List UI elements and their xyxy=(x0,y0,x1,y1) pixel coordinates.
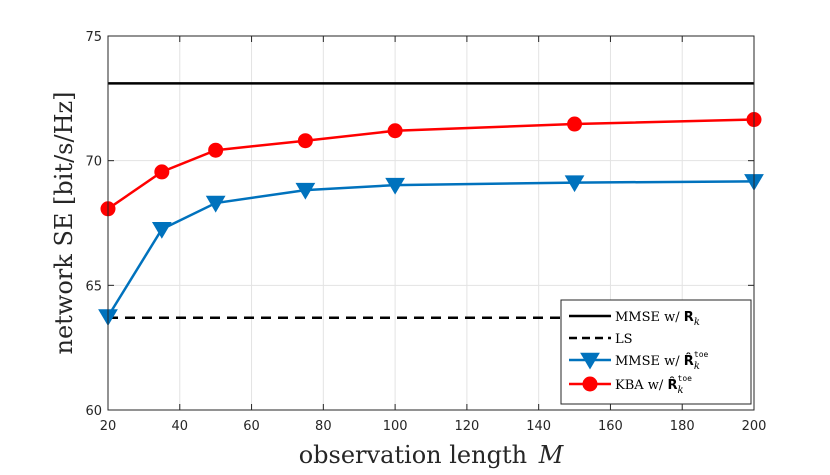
x-tick-label: 200 xyxy=(742,419,767,434)
x-axis-label: observation length M xyxy=(299,441,565,469)
y-tick-label: 70 xyxy=(85,155,102,170)
x-tick-label: 180 xyxy=(670,419,695,434)
legend-entry-3: KBA w/ R̂ktoe xyxy=(615,374,692,396)
data-point xyxy=(153,222,171,237)
y-tick-label: 75 xyxy=(85,30,102,45)
x-axis-label-variable: M xyxy=(538,441,565,469)
y-tick-label: 60 xyxy=(85,404,102,419)
x-tick-label: 160 xyxy=(598,419,623,434)
x-tick-label: 120 xyxy=(454,419,479,434)
data-point xyxy=(568,117,582,131)
data-point xyxy=(155,165,169,179)
y-tick-label: 65 xyxy=(85,279,102,294)
chart: 20 40 60 80 100 120 140 160 180 200 60 65 70 75 obse… xyxy=(0,0,830,475)
x-tick-label: 100 xyxy=(383,419,408,434)
series-line-3 xyxy=(108,120,754,209)
x-tick-label: 20 xyxy=(100,419,117,434)
x-tick-label: 60 xyxy=(243,419,260,434)
series-line-2 xyxy=(108,181,754,316)
legend-entry-2: MMSE w/ R̂ktoe xyxy=(615,350,709,372)
series-3 xyxy=(101,113,761,216)
x-axis-label-text: observation length xyxy=(299,441,527,469)
data-point xyxy=(388,124,402,138)
legend-marker xyxy=(583,377,597,391)
y-axis-label: network SE [bit/s/Hz] xyxy=(50,91,78,354)
x-tick-label: 140 xyxy=(526,419,551,434)
x-tick-label: 80 xyxy=(315,419,332,434)
data-point xyxy=(298,134,312,148)
series-layer xyxy=(99,83,763,325)
data-point xyxy=(209,143,223,157)
data-point xyxy=(207,196,225,211)
x-tick-label: 40 xyxy=(172,419,189,434)
legend-entry-1: LS xyxy=(615,332,633,347)
